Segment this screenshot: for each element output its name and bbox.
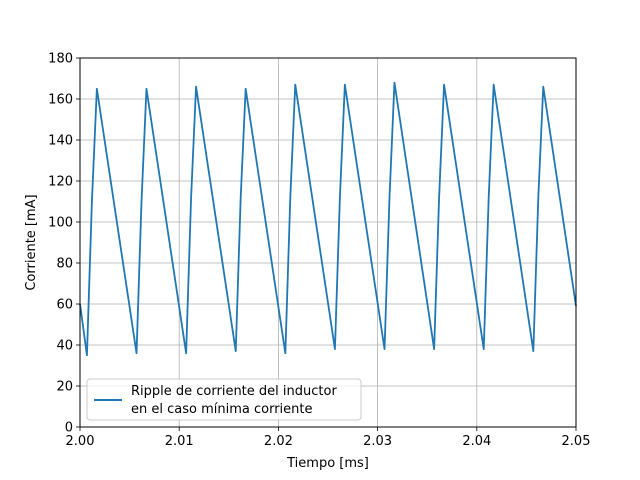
y-axis-label: Corriente [mA] [24,194,39,290]
x-axis-label: Tiempo [ms] [286,456,369,471]
y-tick-label: 0 [65,421,73,436]
legend-box [86,378,362,421]
legend: Ripple de corriente del inductor en el c… [86,378,362,421]
x-tick-label: 2.01 [165,434,194,449]
y-tick-label: 20 [56,380,73,395]
y-tick-label: 60 [56,298,73,313]
x-axis: 2.00 2.01 2.02 2.03 2.04 2.05 [66,427,591,449]
y-tick-label: 40 [56,339,73,354]
grid-lines [79,57,577,428]
plot-frame [79,57,577,428]
series-layer [79,81,577,357]
x-tick-label: 2.04 [462,434,491,449]
y-tick-label: 140 [48,134,73,149]
y-axis: 0 20 40 60 80 100 120 140 160 180 [48,52,80,436]
legend-label-line-1: Ripple de corriente del inductor [131,384,337,399]
y-tick-label: 100 [48,216,73,231]
x-tick-label: 2.05 [562,434,591,449]
y-tick-label: 80 [56,257,73,272]
series-line [79,81,577,357]
x-tick-label: 2.02 [264,434,293,449]
y-tick-label: 180 [48,52,73,67]
y-tick-label: 120 [48,175,73,190]
legend-label-line-2: en el caso mínima corriente [131,402,312,417]
x-tick-label: 2.03 [363,434,392,449]
y-tick-label: 160 [48,93,73,108]
x-tick-label: 2.00 [66,434,95,449]
